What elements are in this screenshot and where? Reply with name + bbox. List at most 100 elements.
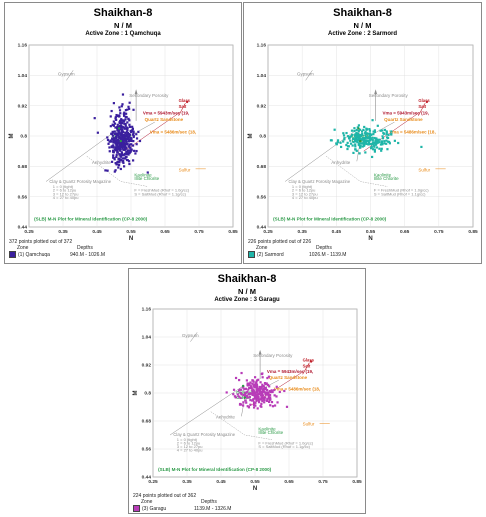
quartz-sandstone-label: Quartz Sandstone [145,117,184,122]
data-point [354,148,357,151]
x-tick-label: 0.55 [250,479,260,485]
data-point [270,400,274,404]
data-point [359,146,362,149]
data-point [368,129,372,132]
data-point [119,167,122,171]
depth-range: 940.M - 1026.M [70,251,106,258]
data-point [110,140,113,143]
data-point [269,390,272,393]
salt-marker [302,362,310,375]
data-point [113,170,116,173]
mineral-line [241,397,246,417]
data-point [376,139,379,142]
data-point [126,159,129,162]
data-point [269,396,272,399]
y-tick-label: 1.16 [18,43,28,49]
data-point [242,404,245,407]
fresh-mud-label: F = FreshMud (Rhof = 1.0g/cc) [134,188,189,193]
data-point [362,138,365,141]
data-point [249,381,252,384]
zone-color-swatch [133,505,140,512]
data-point [343,138,346,141]
anhydrite-label: Anhydrite [216,415,236,420]
data-point [118,106,121,109]
data-point [126,135,129,138]
data-point [371,119,374,122]
data-point [111,131,114,134]
active-zone-label: Active Zone : 3 Garagu [214,297,280,303]
data-point [123,119,126,122]
data-point [254,404,257,407]
data-point [349,142,353,145]
clay-mineral-label: Illite Chlorite [258,430,283,435]
data-point [349,135,352,138]
data-point [122,142,126,145]
data-point [111,137,114,140]
data-point [255,399,258,402]
data-point [351,144,354,147]
data-point [252,403,256,407]
data-point [267,391,270,394]
data-point [367,141,371,144]
data-point [262,396,265,400]
data-point [383,128,387,132]
data-point [125,150,128,154]
x-tick-label: 0.45 [216,479,226,485]
x-tick-label: 0.65 [284,479,294,485]
data-point [253,376,257,379]
data-point [115,134,118,137]
x-tick-label: 0.65 [400,229,410,235]
data-point [110,146,113,149]
dolomite-point-icon [359,139,362,143]
data-point [242,401,245,404]
data-point [117,131,120,135]
data-point [345,131,348,135]
anhydrite-label: Anhydrite [331,160,351,165]
data-point [122,133,126,137]
y-tick-label: 0.44 [257,225,267,231]
data-point [137,130,140,133]
data-point [268,385,271,388]
data-point [256,390,259,393]
data-point [119,145,122,149]
data-point [381,135,384,138]
active-zone-label: Active Zone : 2 Sarmord [327,31,398,37]
data-point [251,393,254,397]
calcite-point-icon [357,127,360,130]
zone-header: Zone [17,245,29,251]
data-point [375,137,378,140]
depth-range: 1026.M - 1139.M [309,251,347,258]
data-point [123,111,126,114]
data-point [271,405,275,408]
data-point [117,134,120,137]
data-point [119,148,122,151]
gypsum-marker [66,70,74,81]
data-point [335,142,338,145]
data-point [117,146,120,149]
data-point [362,141,365,144]
x-axis-label: N [368,236,372,242]
data-point [112,102,115,105]
data-point [132,139,135,143]
data-point [251,389,254,392]
data-point [255,380,258,383]
data-point [373,129,376,132]
data-point [356,136,359,139]
zone-color-swatch [248,251,255,258]
data-point [112,141,115,144]
data-point [358,136,361,139]
data-point [373,145,376,148]
y-tick-label: 0.56 [257,194,267,200]
y-tick-label: 0.92 [257,103,267,109]
data-point [369,142,372,146]
data-point [232,393,235,396]
data-point [268,398,271,402]
kaolinite-label: Kaolinite [134,172,152,177]
data-point [121,142,124,145]
data-point [249,399,252,402]
data-point [397,141,400,145]
data-point [253,394,256,397]
glass-label: Glass [303,358,315,363]
data-point [119,159,123,162]
data-point [114,147,118,150]
